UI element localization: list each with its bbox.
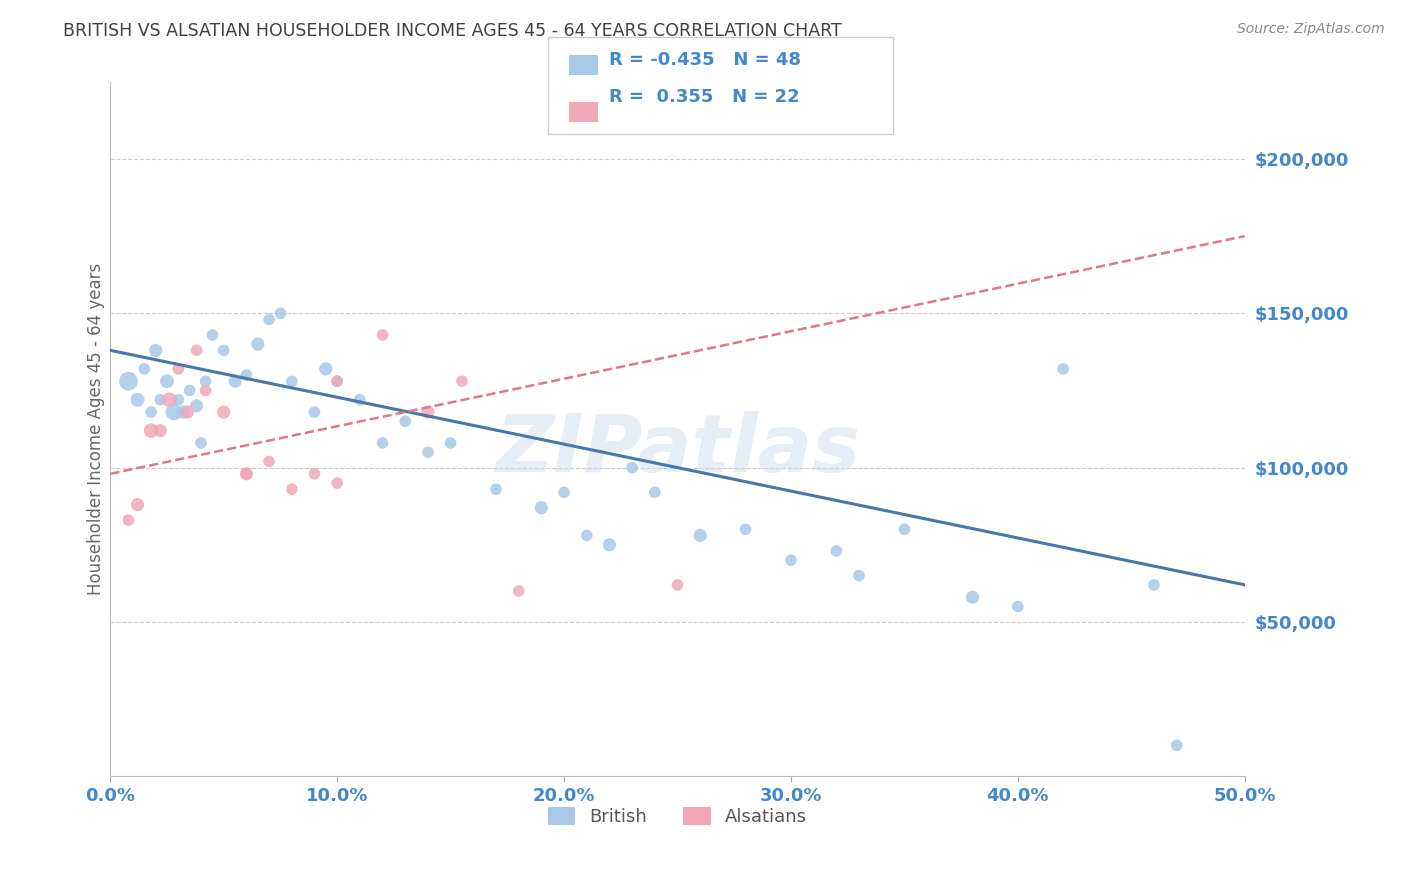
Point: [621, 460, 644, 475]
Point: [304, 467, 326, 481]
Point: [416, 445, 439, 459]
Legend: British, Alsatians: British, Alsatians: [541, 799, 814, 833]
Point: [326, 374, 349, 388]
Point: [235, 368, 257, 382]
Point: [666, 578, 689, 592]
Point: [416, 405, 439, 419]
Point: [734, 522, 756, 536]
Point: [145, 343, 167, 358]
Point: [194, 374, 217, 388]
Point: [315, 362, 337, 376]
Point: [281, 482, 304, 496]
Point: [149, 424, 172, 438]
Text: Source: ZipAtlas.com: Source: ZipAtlas.com: [1237, 22, 1385, 37]
Point: [257, 454, 280, 468]
Point: [139, 424, 162, 438]
Point: [235, 467, 257, 481]
Point: [179, 384, 201, 398]
Point: [1052, 362, 1074, 376]
Point: [825, 544, 848, 558]
Point: [246, 337, 269, 351]
Point: [117, 513, 139, 527]
Point: [451, 374, 474, 388]
Point: [235, 467, 257, 481]
Point: [167, 362, 190, 376]
Point: [117, 374, 139, 388]
Point: [194, 384, 217, 398]
Point: [176, 405, 198, 419]
Point: [485, 482, 508, 496]
Text: R = -0.435   N = 48: R = -0.435 N = 48: [609, 51, 801, 69]
Point: [186, 343, 208, 358]
Point: [172, 405, 194, 419]
Point: [167, 392, 190, 407]
Text: ZIPatlas: ZIPatlas: [495, 411, 860, 489]
Point: [269, 306, 291, 320]
Point: [186, 399, 208, 413]
Point: [157, 392, 180, 407]
Point: [127, 498, 149, 512]
Point: [326, 476, 349, 491]
Point: [212, 343, 235, 358]
Point: [281, 374, 304, 388]
Text: R =  0.355   N = 22: R = 0.355 N = 22: [609, 88, 800, 106]
Point: [689, 528, 711, 542]
Point: [257, 312, 280, 326]
Point: [139, 405, 162, 419]
Text: BRITISH VS ALSATIAN HOUSEHOLDER INCOME AGES 45 - 64 YEARS CORRELATION CHART: BRITISH VS ALSATIAN HOUSEHOLDER INCOME A…: [63, 22, 842, 40]
Point: [575, 528, 598, 542]
Point: [201, 327, 224, 342]
Point: [190, 436, 212, 450]
Point: [149, 392, 172, 407]
Point: [1007, 599, 1029, 614]
Point: [1166, 739, 1188, 753]
Point: [780, 553, 803, 567]
Point: [394, 414, 416, 428]
Point: [224, 374, 246, 388]
Point: [962, 591, 984, 605]
Point: [304, 405, 326, 419]
Point: [848, 568, 870, 582]
Point: [127, 392, 149, 407]
Point: [326, 374, 349, 388]
Point: [1143, 578, 1166, 592]
Point: [508, 584, 530, 599]
Point: [371, 327, 394, 342]
Point: [163, 405, 186, 419]
Point: [893, 522, 915, 536]
Point: [553, 485, 575, 500]
Point: [156, 374, 179, 388]
Point: [349, 392, 371, 407]
Point: [440, 436, 463, 450]
Point: [134, 362, 156, 376]
Point: [598, 538, 620, 552]
Point: [644, 485, 666, 500]
Point: [212, 405, 235, 419]
Point: [530, 500, 553, 515]
Point: [371, 436, 394, 450]
Y-axis label: Householder Income Ages 45 - 64 years: Householder Income Ages 45 - 64 years: [87, 263, 105, 595]
